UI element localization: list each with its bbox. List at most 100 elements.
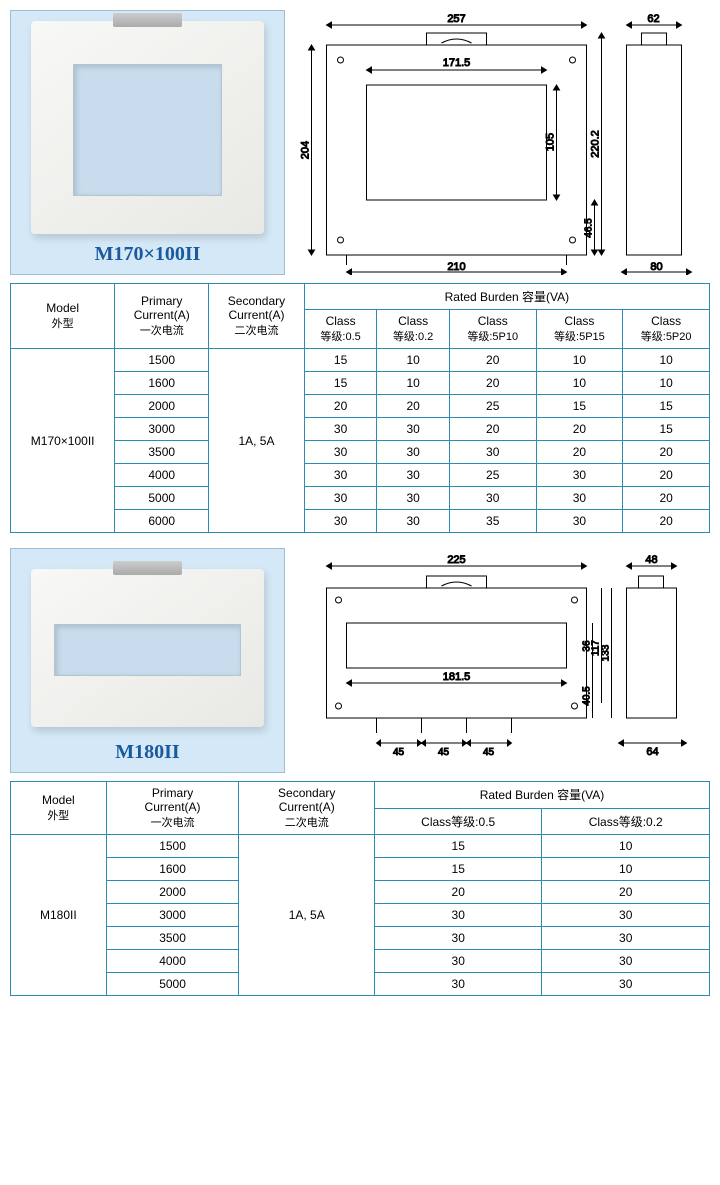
- cell-value: 25: [449, 464, 536, 487]
- svg-text:220.2: 220.2: [590, 130, 602, 158]
- product1-row: M170×100II 257: [10, 10, 710, 275]
- svg-text:45: 45: [393, 747, 405, 758]
- table-row: 35003030302020: [11, 441, 710, 464]
- th2-burden: Rated Burden 容量(VA): [374, 782, 709, 809]
- cell-model: M180II: [11, 835, 107, 996]
- svg-text:45: 45: [438, 747, 450, 758]
- svg-text:225: 225: [447, 554, 465, 566]
- cell-secondary: 1A, 5A: [239, 835, 374, 996]
- cell-value: 10: [623, 349, 710, 372]
- cell-primary: 2000: [106, 881, 239, 904]
- table-row: 20002020251515: [11, 395, 710, 418]
- cell-value: 30: [374, 904, 542, 927]
- cell-value: 20: [377, 395, 450, 418]
- svg-text:171.5: 171.5: [443, 57, 471, 69]
- th2-model: Model外型: [11, 782, 107, 835]
- cell-primary: 4000: [106, 950, 239, 973]
- table-row: M180II15001A, 5A1510: [11, 835, 710, 858]
- product1-label: M170×100II: [95, 243, 201, 266]
- cell-primary: 1500: [106, 835, 239, 858]
- table-row: 60003030353020: [11, 510, 710, 533]
- cell-value: 15: [374, 858, 542, 881]
- th-c2: Class等级:0.2: [377, 310, 450, 349]
- th-c5: Class等级:5P20: [623, 310, 710, 349]
- svg-text:210: 210: [447, 261, 465, 273]
- cell-value: 20: [623, 510, 710, 533]
- cell-value: 30: [542, 904, 710, 927]
- cell-value: 30: [374, 927, 542, 950]
- section-m180: M180II 225: [10, 548, 710, 996]
- cell-value: 20: [449, 349, 536, 372]
- svg-text:40.5: 40.5: [582, 686, 593, 706]
- svg-text:48: 48: [645, 554, 657, 566]
- cell-value: 15: [304, 349, 377, 372]
- table-row: 30003030202015: [11, 418, 710, 441]
- table-row: 50003030303020: [11, 487, 710, 510]
- cell-value: 20: [623, 441, 710, 464]
- product2-label: M180II: [115, 741, 179, 764]
- cell-value: 20: [542, 881, 710, 904]
- cell-value: 15: [623, 395, 710, 418]
- cell-secondary: 1A, 5A: [209, 349, 305, 533]
- product2-drawing: 225 181.5 45 45 45 133 117 36 40.5: [293, 548, 710, 773]
- cell-value: 10: [536, 349, 623, 372]
- cell-value: 20: [536, 441, 623, 464]
- cell-primary: 3000: [115, 418, 209, 441]
- cell-value: 15: [536, 395, 623, 418]
- product1-image: [31, 21, 264, 234]
- cell-value: 30: [377, 441, 450, 464]
- cell-value: 30: [304, 487, 377, 510]
- svg-text:133: 133: [601, 644, 612, 661]
- cell-value: 20: [449, 418, 536, 441]
- cell-value: 30: [542, 950, 710, 973]
- svg-text:181.5: 181.5: [443, 671, 471, 683]
- cell-primary: 6000: [115, 510, 209, 533]
- cell-value: 30: [449, 441, 536, 464]
- cell-value: 30: [377, 464, 450, 487]
- cell-primary: 1600: [115, 372, 209, 395]
- th-c1: Class等级:0.5: [304, 310, 377, 349]
- cell-value: 25: [449, 395, 536, 418]
- cell-value: 30: [542, 973, 710, 996]
- svg-text:204: 204: [300, 141, 312, 159]
- th-burden: Rated Burden 容量(VA): [304, 284, 709, 310]
- cell-value: 35: [449, 510, 536, 533]
- product1-panel: M170×100II: [10, 10, 285, 275]
- th2-primary: PrimaryCurrent(A)一次电流: [106, 782, 239, 835]
- cell-value: 30: [536, 510, 623, 533]
- cell-value: 20: [449, 372, 536, 395]
- cell-value: 10: [623, 372, 710, 395]
- product2-image: [31, 569, 264, 727]
- th-c4: Class等级:5P15: [536, 310, 623, 349]
- table-row: 16001510201010: [11, 372, 710, 395]
- cell-value: 30: [304, 464, 377, 487]
- th-secondary: SecondaryCurrent(A)二次电流: [209, 284, 305, 349]
- cell-primary: 3000: [106, 904, 239, 927]
- product1-drawing: 257 171.5 210 204 105 220.2: [293, 10, 710, 275]
- th-primary: PrimaryCurrent(A)一次电流: [115, 284, 209, 349]
- cell-primary: 5000: [106, 973, 239, 996]
- cell-value: 30: [377, 510, 450, 533]
- th-model: Model外型: [11, 284, 115, 349]
- cell-value: 30: [304, 441, 377, 464]
- cell-value: 20: [623, 487, 710, 510]
- cell-value: 10: [542, 858, 710, 881]
- cell-value: 10: [542, 835, 710, 858]
- th-c3: Class等级:5P10: [449, 310, 536, 349]
- cell-value: 10: [536, 372, 623, 395]
- table-row: M170×100II15001A, 5A1510201010: [11, 349, 710, 372]
- cell-value: 30: [304, 510, 377, 533]
- cell-primary: 1600: [106, 858, 239, 881]
- cell-value: 30: [374, 973, 542, 996]
- cell-value: 15: [623, 418, 710, 441]
- svg-text:64: 64: [646, 746, 658, 758]
- cell-value: 10: [377, 349, 450, 372]
- cell-value: 15: [374, 835, 542, 858]
- svg-text:36: 36: [582, 640, 593, 652]
- table-row: 40003030253020: [11, 464, 710, 487]
- table-m180: Model外型 PrimaryCurrent(A)一次电流 SecondaryC…: [10, 781, 710, 996]
- cell-value: 10: [377, 372, 450, 395]
- cell-primary: 2000: [115, 395, 209, 418]
- svg-text:105: 105: [545, 133, 557, 151]
- cell-primary: 3500: [115, 441, 209, 464]
